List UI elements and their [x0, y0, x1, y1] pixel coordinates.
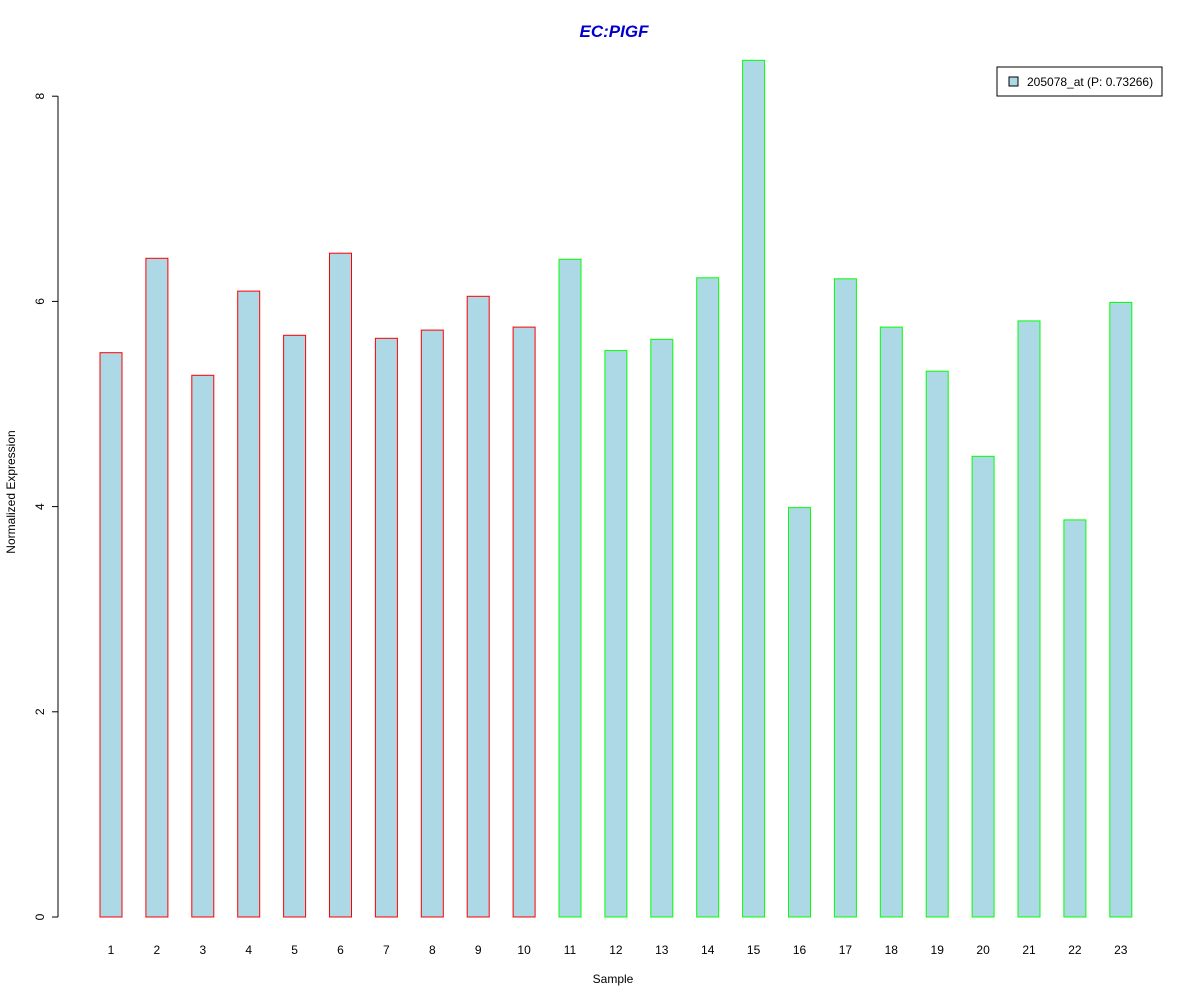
bar-sample-6 — [329, 252, 352, 918]
bar-sample-17 — [833, 278, 857, 918]
bar-sample-22 — [1063, 519, 1087, 918]
x-tick-label: 11 — [564, 943, 577, 957]
x-tick-label: 10 — [517, 943, 531, 957]
x-tick-label: 5 — [291, 943, 298, 957]
y-tick-label: 0 — [33, 913, 47, 920]
bar-sample-14 — [696, 277, 720, 918]
bars — [99, 59, 1133, 918]
legend-box — [996, 66, 1163, 97]
bar-sample-8 — [420, 329, 444, 918]
bar-sample-15 — [742, 59, 766, 918]
bar-sample-11 — [558, 258, 582, 918]
y-tick-label: 6 — [33, 298, 47, 305]
x-tick-label: 6 — [337, 943, 344, 957]
x-tick-label: 4 — [245, 943, 252, 957]
bar-sample-2 — [145, 257, 169, 918]
x-tick-label: 15 — [747, 943, 761, 957]
bar-sample-18 — [879, 326, 903, 918]
x-tick-label: 12 — [609, 943, 623, 957]
x-tick-label: 13 — [655, 943, 669, 957]
bar-sample-23 — [1109, 301, 1133, 918]
x-tick-label: 8 — [429, 943, 436, 957]
x-tick-label: 17 — [839, 943, 853, 957]
bar-sample-21 — [1017, 320, 1041, 918]
bar-sample-3 — [191, 374, 215, 918]
x-tick-label: 9 — [475, 943, 482, 957]
bar-sample-20 — [971, 455, 995, 918]
x-tick-label: 18 — [885, 943, 899, 957]
bar-sample-1 — [99, 352, 123, 918]
x-tick-label: 21 — [1022, 943, 1036, 957]
x-tick-label: 1 — [108, 943, 115, 957]
bar-sample-5 — [283, 334, 307, 918]
bar-sample-13 — [650, 338, 674, 918]
x-tick-label: 14 — [701, 943, 715, 957]
bar-sample-7 — [374, 337, 398, 918]
x-tick-label: 3 — [199, 943, 206, 957]
x-tick-label: 23 — [1114, 943, 1128, 957]
legend-label: 205078_at (P: 0.73266) — [1027, 75, 1153, 89]
bar-sample-4 — [237, 290, 261, 918]
y-tick-label: 2 — [33, 708, 47, 715]
x-tick-labels: 1 2 3 4 5 6 7 8 9 10 11 12 13 14 15 16 17 18 19 20 21 22 23 — [108, 943, 1128, 957]
bar-sample-10 — [512, 326, 536, 918]
bar-sample-12 — [604, 350, 628, 918]
y-axis: 0 2 4 6 8 — [33, 93, 59, 920]
bar-sample-19 — [925, 370, 949, 918]
y-tick-label: 4 — [33, 503, 47, 510]
bar-sample-16 — [788, 507, 811, 918]
legend-swatch — [1008, 76, 1019, 87]
x-tick-label: 19 — [931, 943, 945, 957]
y-axis-label: Normalized Expression — [4, 430, 18, 553]
chart-title: EC:PIGF — [580, 22, 650, 41]
x-tick-label: 7 — [383, 943, 390, 957]
x-tick-label: 2 — [154, 943, 161, 957]
x-axis-label: Sample — [593, 972, 634, 986]
x-tick-label: 22 — [1068, 943, 1082, 957]
x-tick-label: 16 — [793, 943, 807, 957]
x-tick-label: 20 — [976, 943, 990, 957]
bar-sample-9 — [466, 295, 490, 918]
y-tick-label: 8 — [33, 93, 47, 100]
legend: 205078_at (P: 0.73266) — [996, 66, 1163, 97]
